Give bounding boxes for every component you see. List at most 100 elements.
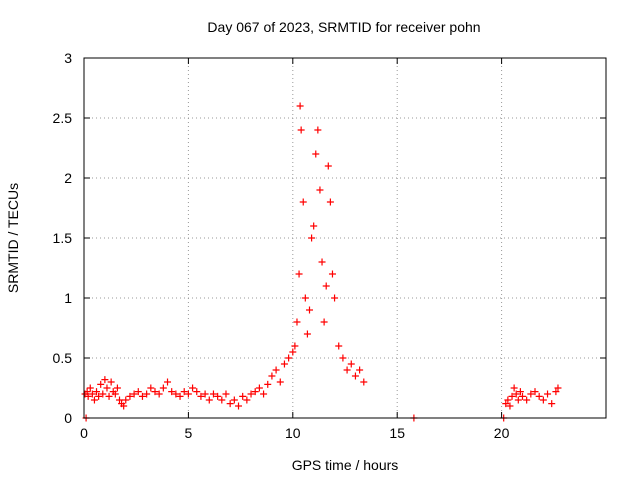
data-point <box>554 384 562 392</box>
data-point <box>272 366 280 374</box>
data-point <box>130 390 138 398</box>
data-point <box>134 388 142 396</box>
data-point <box>95 392 103 400</box>
data-point <box>214 392 222 400</box>
data-point <box>523 396 531 404</box>
data-point <box>255 384 263 392</box>
data-point <box>310 222 318 230</box>
data-point <box>176 392 184 400</box>
data-point <box>518 392 526 400</box>
y-tick-label: 2.5 <box>53 110 73 126</box>
data-point <box>339 354 347 362</box>
data-point <box>159 384 167 392</box>
data-point <box>168 388 176 396</box>
y-tick-label: 3 <box>64 50 72 66</box>
data-point <box>243 396 251 404</box>
data-point <box>510 384 518 392</box>
data-point <box>268 372 276 380</box>
x-tick-label: 5 <box>185 425 193 441</box>
data-point <box>535 392 543 400</box>
data-point <box>326 198 334 206</box>
data-point <box>260 390 268 398</box>
data-point <box>197 392 205 400</box>
y-axis-label: SRMTID / TECUs <box>5 183 21 293</box>
data-point <box>539 396 547 404</box>
data-point <box>222 390 230 398</box>
data-point <box>226 400 234 408</box>
data-point <box>296 102 304 110</box>
data-point <box>356 366 364 374</box>
data-point <box>97 380 105 388</box>
data-point <box>151 388 159 396</box>
data-point <box>331 294 339 302</box>
data-point <box>512 390 520 398</box>
data-point <box>90 396 98 404</box>
data-point <box>88 390 96 398</box>
data-point <box>289 348 297 356</box>
data-point <box>209 390 217 398</box>
data-point <box>504 396 512 404</box>
data-point <box>552 388 560 396</box>
data-point <box>293 318 301 326</box>
data-point <box>312 150 320 158</box>
data-point <box>506 402 514 410</box>
data-point <box>351 372 359 380</box>
data-point <box>318 258 326 266</box>
data-point <box>291 342 299 350</box>
data-point <box>360 378 368 386</box>
data-point <box>343 366 351 374</box>
data-point <box>84 392 92 400</box>
grid <box>83 58 606 418</box>
data-point <box>239 392 247 400</box>
data-point <box>218 396 226 404</box>
data-point <box>301 294 309 302</box>
data-point <box>264 380 272 388</box>
data-point <box>107 378 115 386</box>
data-point <box>335 342 343 350</box>
data-point <box>101 376 109 384</box>
data-point <box>205 396 213 404</box>
data-point <box>322 282 330 290</box>
data-point <box>316 186 324 194</box>
x-axis-label: GPS time / hours <box>292 457 399 473</box>
data-point <box>295 270 303 278</box>
axis-ticks: 0 5 10 15 20 0 0.5 1 1.5 2 2.5 3 <box>53 50 606 441</box>
data-point <box>147 384 155 392</box>
data-point <box>280 360 288 368</box>
data-point <box>126 392 134 400</box>
data-point <box>527 390 535 398</box>
x-tick-label: 15 <box>389 425 405 441</box>
y-tick-label: 0 <box>64 410 72 426</box>
data-point <box>201 390 209 398</box>
data-point <box>189 384 197 392</box>
data-point <box>105 392 113 400</box>
data-point <box>184 390 192 398</box>
data-point <box>193 388 201 396</box>
data-point <box>276 378 284 386</box>
data-point <box>103 384 111 392</box>
data-point <box>285 354 293 362</box>
data-point <box>544 390 552 398</box>
x-tick-label: 10 <box>285 425 301 441</box>
y-tick-label: 0.5 <box>53 350 73 366</box>
data-point <box>93 388 101 396</box>
data-point <box>86 384 94 392</box>
data-point <box>164 378 172 386</box>
data-point <box>531 388 539 396</box>
data-point <box>172 390 180 398</box>
data-point <box>180 388 188 396</box>
x-tick-label: 0 <box>80 425 88 441</box>
data-point <box>247 390 255 398</box>
data-point <box>155 390 163 398</box>
data-point <box>115 396 123 404</box>
chart-title: Day 067 of 2023, SRMTID for receiver poh… <box>207 19 480 35</box>
data-point <box>120 402 128 410</box>
data-point <box>303 330 311 338</box>
y-tick-label: 2 <box>64 170 72 186</box>
y-tick-label: 1.5 <box>53 230 73 246</box>
data-point <box>230 396 238 404</box>
data-point <box>113 384 121 392</box>
data-point <box>347 360 355 368</box>
data-point <box>508 392 516 400</box>
